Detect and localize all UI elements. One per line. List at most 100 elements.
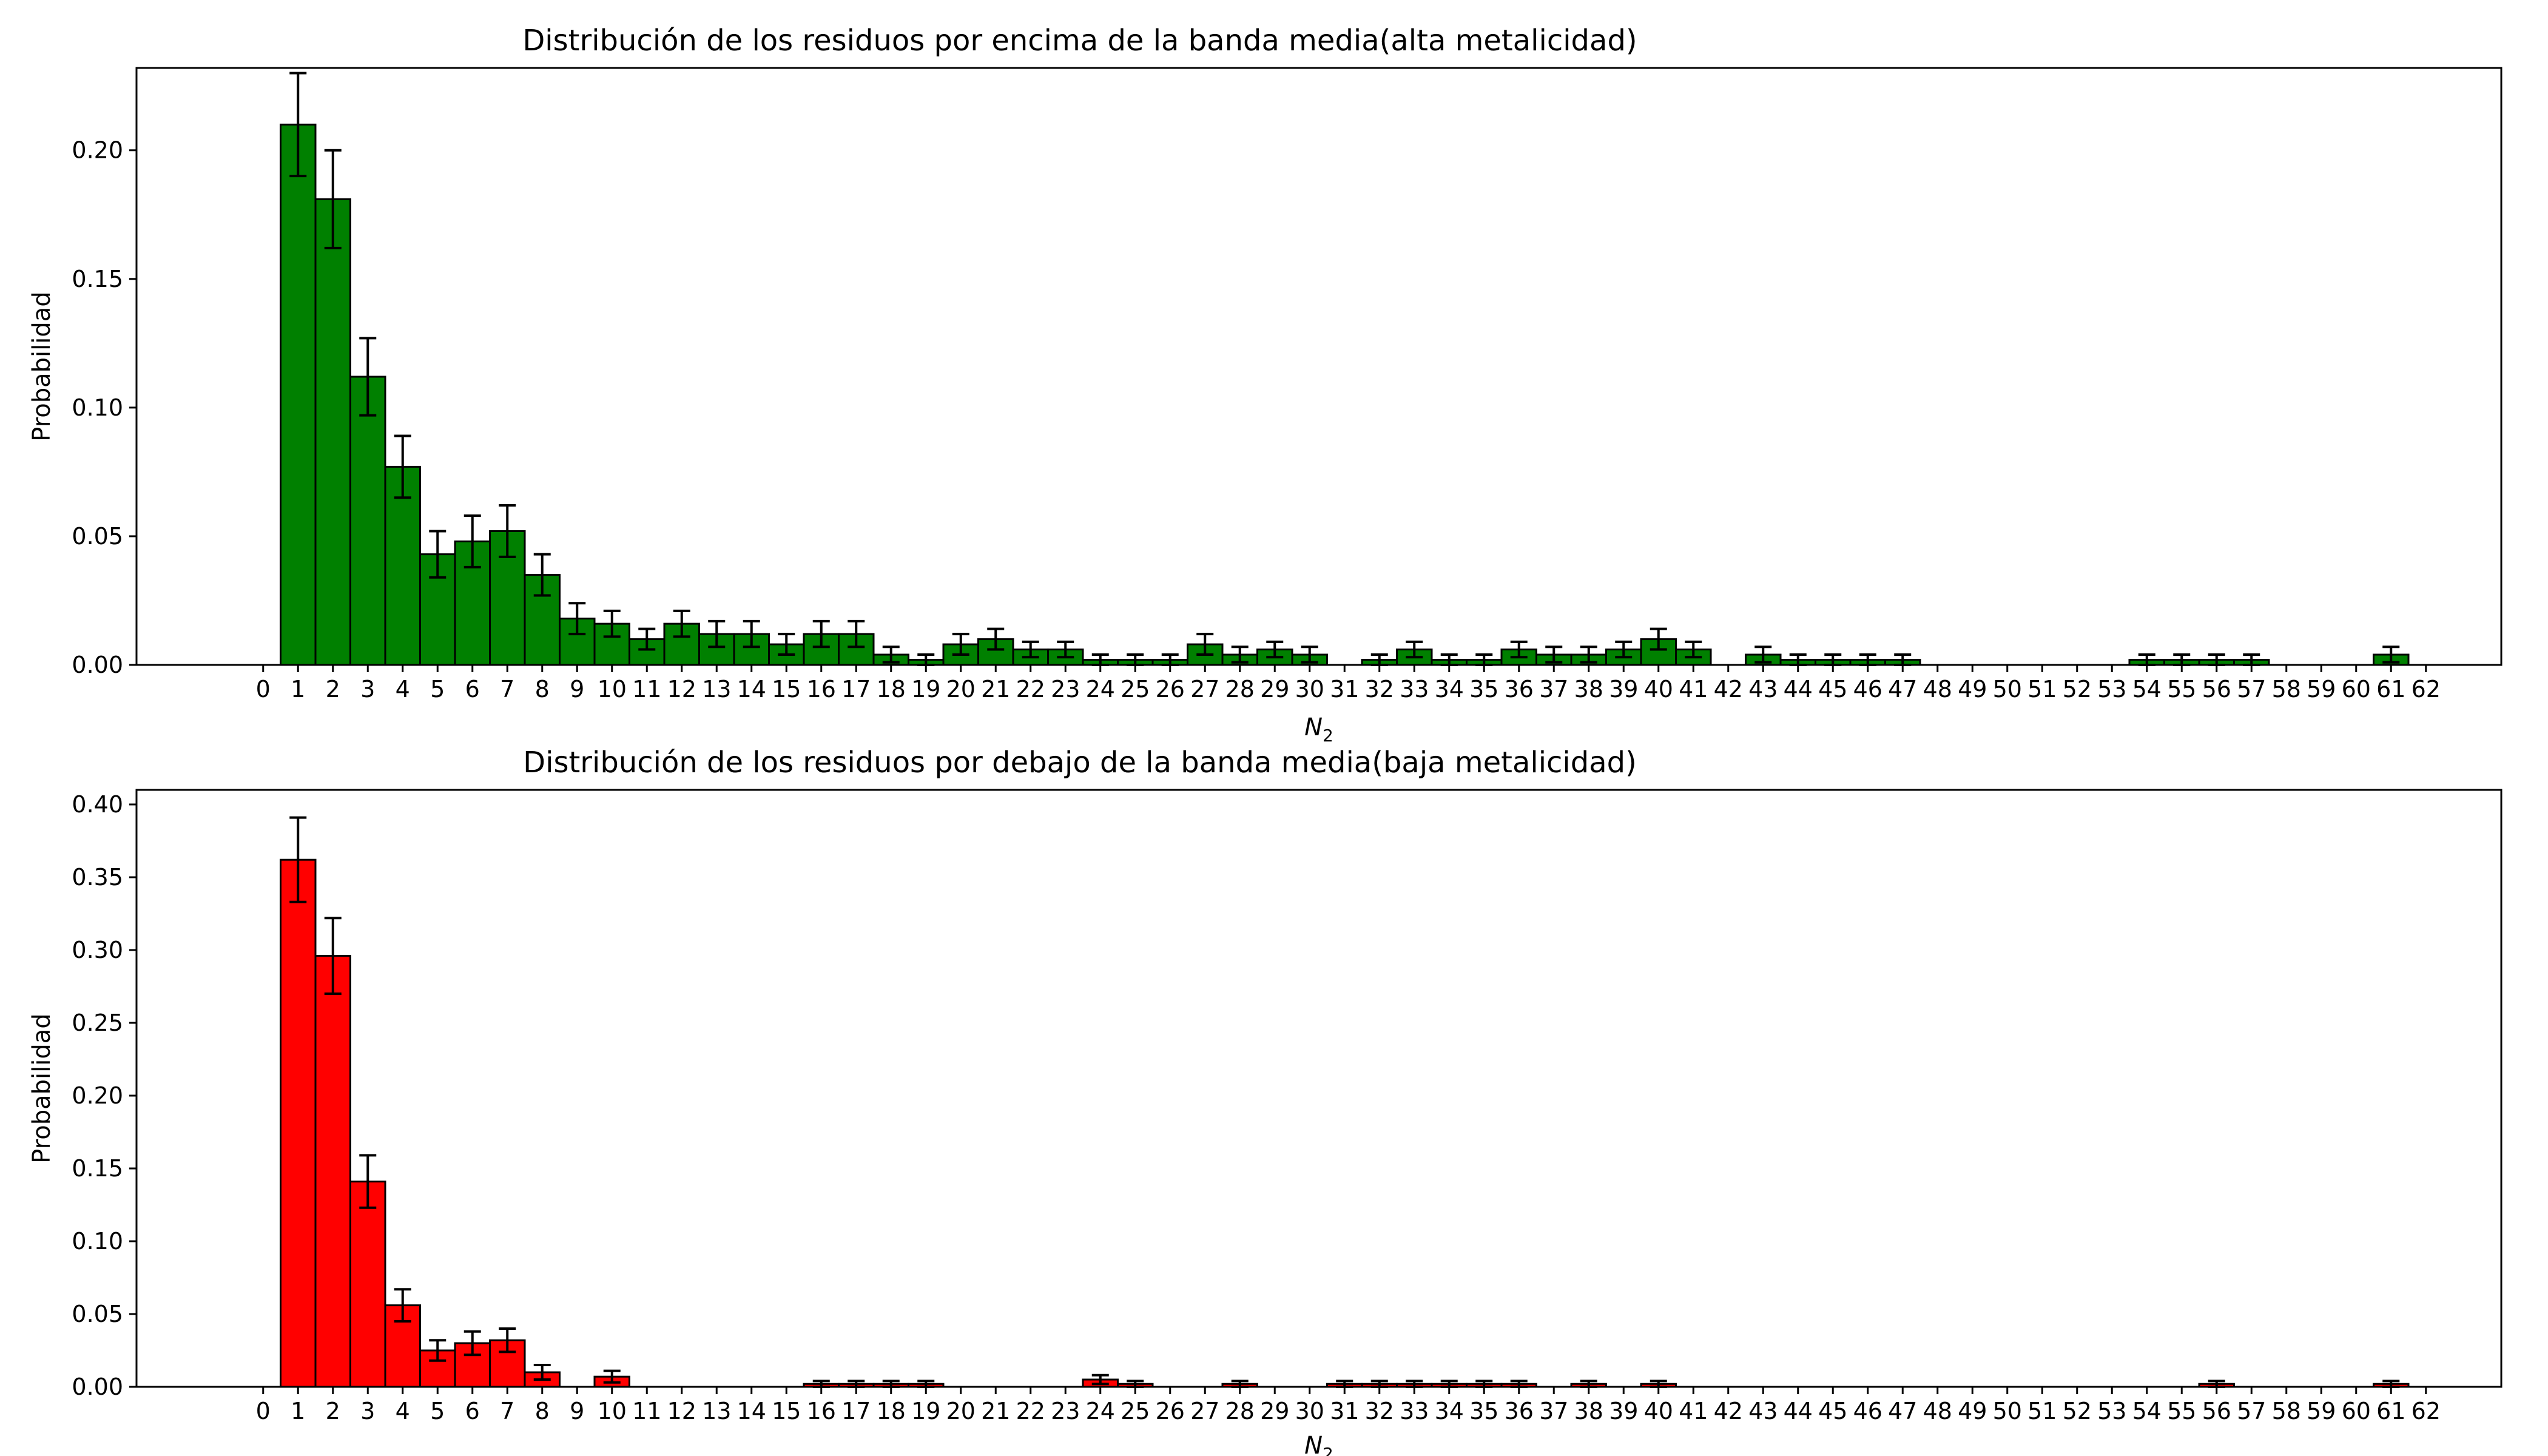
x-tick-label: 23 (1051, 1398, 1080, 1424)
x-tick-label: 6 (465, 1398, 480, 1424)
x-tick-label: 16 (807, 1398, 836, 1424)
chart-alta-metalicidad: Distribución de los residuos por encima … (28, 24, 2502, 746)
x-tick-label: 41 (1679, 676, 1708, 703)
x-tick-label: 44 (1784, 676, 1813, 703)
x-tick-label: 32 (1365, 676, 1394, 703)
bar (349, 1181, 386, 1388)
x-tick-label: 60 (2342, 1398, 2371, 1424)
x-tick-label: 36 (1505, 1398, 1534, 1424)
x-tick-label: 60 (2342, 676, 2371, 703)
x-tick-label: 12 (667, 676, 696, 703)
x-axis-label: N2 (1304, 1432, 1333, 1456)
x-tick-label: 3 (360, 1398, 375, 1424)
x-tick-label: 11 (632, 1398, 661, 1424)
x-tick-label: 27 (1190, 676, 1219, 703)
x-tick-label: 7 (500, 676, 514, 703)
x-tick-label: 6 (465, 676, 480, 703)
y-tick-label: 0.25 (72, 1009, 123, 1036)
x-tick-label: 10 (598, 676, 627, 703)
error-bars-layer (289, 816, 2400, 1388)
x-tick-label: 15 (772, 1398, 801, 1424)
y-tick-label: 0.15 (72, 1155, 123, 1182)
x-tick-label: 48 (1923, 1398, 1952, 1424)
x-tick-label: 51 (2027, 676, 2057, 703)
x-tick-label: 46 (1853, 676, 1882, 703)
x-tick-label: 8 (535, 1398, 550, 1424)
x-tick-label: 37 (1539, 1398, 1568, 1424)
x-tick-label: 54 (2132, 676, 2162, 703)
x-tick-label: 53 (2097, 1398, 2126, 1424)
x-tick-label: 21 (981, 676, 1010, 703)
y-tick-label: 0.35 (72, 864, 123, 891)
x-tick-label: 55 (2167, 1398, 2196, 1424)
y-tick-label: 0.10 (72, 1228, 123, 1255)
x-tick-label: 62 (2412, 676, 2441, 703)
x-tick-label: 27 (1190, 1398, 1219, 1424)
x-tick-label: 17 (841, 1398, 871, 1424)
x-axis-label-main: N (1304, 713, 1323, 741)
x-tick-label: 51 (2027, 1398, 2057, 1424)
x-tick-label: 40 (1644, 676, 1673, 703)
x-tick-label: 32 (1365, 1398, 1394, 1424)
y-axis-ticks: 0.00 0.05 0.10 0.15 0.20 (72, 137, 136, 678)
x-tick-label: 57 (2237, 676, 2266, 703)
x-tick-label: 38 (1574, 676, 1603, 703)
x-tick-label: 29 (1260, 1398, 1289, 1424)
y-tick-label: 0.20 (72, 137, 123, 164)
x-tick-label: 34 (1435, 676, 1464, 703)
x-tick-label: 54 (2132, 1398, 2162, 1424)
x-tick-label: 24 (1086, 1398, 1115, 1424)
x-tick-label: 35 (1469, 676, 1498, 703)
x-tick-label: 58 (2272, 1398, 2301, 1424)
bar (280, 858, 317, 1388)
x-tick-label: 31 (1330, 1398, 1359, 1424)
x-tick-label: 59 (2307, 676, 2336, 703)
x-tick-label: 4 (396, 676, 410, 703)
x-tick-label: 47 (1888, 1398, 1917, 1424)
x-tick-label: 9 (570, 676, 584, 703)
x-tick-label: 57 (2237, 1398, 2266, 1424)
x-tick-label: 43 (1748, 1398, 1778, 1424)
x-tick-label: 3 (360, 676, 375, 703)
x-axis-ticks: 0 1 2 3 4 5 6 7 8 9 10 11 12 13 14 15 16 17 18 19 20 21 22 23 24… (256, 665, 2441, 703)
x-tick-label: 26 (1156, 1398, 1185, 1424)
y-tick-label: 0.00 (72, 652, 123, 678)
x-tick-label: 4 (396, 1398, 410, 1424)
x-tick-label: 25 (1121, 676, 1150, 703)
bar (280, 123, 317, 666)
x-tick-label: 42 (1714, 1398, 1743, 1424)
y-axis-label: Probabilidad (28, 1013, 56, 1163)
x-tick-label: 47 (1888, 676, 1917, 703)
x-tick-label: 45 (1818, 1398, 1847, 1424)
x-tick-label: 48 (1923, 676, 1952, 703)
y-tick-label: 0.10 (72, 394, 123, 421)
y-tick-label: 0.15 (72, 266, 123, 292)
x-tick-label: 49 (1958, 676, 1987, 703)
bar (349, 376, 386, 666)
x-tick-label: 28 (1225, 1398, 1255, 1424)
plot-area (135, 789, 2502, 1388)
x-tick-label: 31 (1330, 676, 1359, 703)
x-tick-label: 39 (1609, 676, 1638, 703)
x-tick-label: 33 (1400, 1398, 1429, 1424)
x-tick-label: 26 (1156, 676, 1185, 703)
chart-title: Distribución de los residuos por debajo … (523, 746, 1637, 780)
y-axis-ticks: 0.00 0.05 0.10 0.15 0.20 0.25 0.30 0.35 0.40 (72, 791, 136, 1400)
x-tick-label: 13 (702, 1398, 731, 1424)
x-tick-label: 1 (291, 676, 305, 703)
x-tick-label: 37 (1539, 676, 1568, 703)
x-tick-label: 52 (2063, 1398, 2092, 1424)
x-tick-label: 59 (2307, 1398, 2336, 1424)
x-tick-label: 39 (1609, 1398, 1638, 1424)
x-tick-label: 40 (1644, 1398, 1673, 1424)
y-tick-label: 0.05 (72, 523, 123, 550)
x-tick-label: 30 (1295, 676, 1324, 703)
y-axis-label: Probabilidad (28, 291, 56, 441)
y-tick-label: 0.00 (72, 1373, 123, 1400)
x-tick-label: 38 (1574, 1398, 1603, 1424)
x-tick-label: 14 (737, 1398, 766, 1424)
bar (314, 198, 351, 666)
x-tick-label: 5 (430, 1398, 445, 1424)
x-tick-label: 7 (500, 1398, 514, 1424)
